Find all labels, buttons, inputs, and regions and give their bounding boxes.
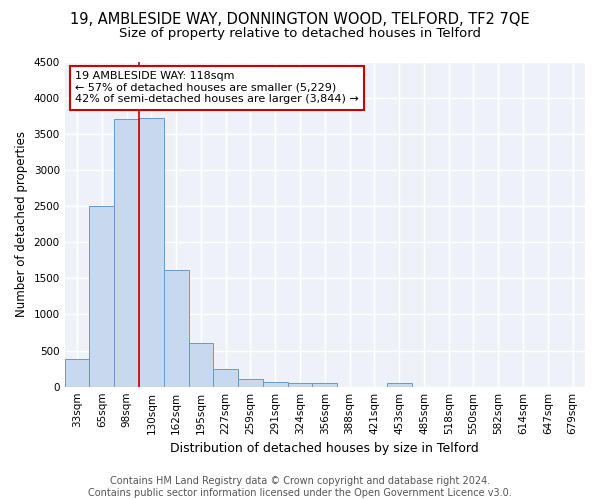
- Bar: [188, 344, 214, 386]
- Bar: [238, 380, 263, 386]
- Bar: [65, 359, 89, 386]
- Text: Size of property relative to detached houses in Telford: Size of property relative to detached ho…: [119, 28, 481, 40]
- Text: Contains HM Land Registry data © Crown copyright and database right 2024.
Contai: Contains HM Land Registry data © Crown c…: [88, 476, 512, 498]
- Bar: [313, 383, 337, 386]
- Bar: [89, 206, 114, 386]
- Bar: [164, 270, 188, 386]
- X-axis label: Distribution of detached houses by size in Telford: Distribution of detached houses by size …: [170, 442, 479, 455]
- Bar: [387, 383, 412, 386]
- Bar: [139, 118, 164, 386]
- Text: 19, AMBLESIDE WAY, DONNINGTON WOOD, TELFORD, TF2 7QE: 19, AMBLESIDE WAY, DONNINGTON WOOD, TELF…: [70, 12, 530, 28]
- Bar: [114, 120, 139, 386]
- Bar: [263, 382, 287, 386]
- Bar: [214, 370, 238, 386]
- Bar: [287, 383, 313, 386]
- Y-axis label: Number of detached properties: Number of detached properties: [15, 131, 28, 317]
- Text: 19 AMBLESIDE WAY: 118sqm
← 57% of detached houses are smaller (5,229)
42% of sem: 19 AMBLESIDE WAY: 118sqm ← 57% of detach…: [75, 72, 359, 104]
